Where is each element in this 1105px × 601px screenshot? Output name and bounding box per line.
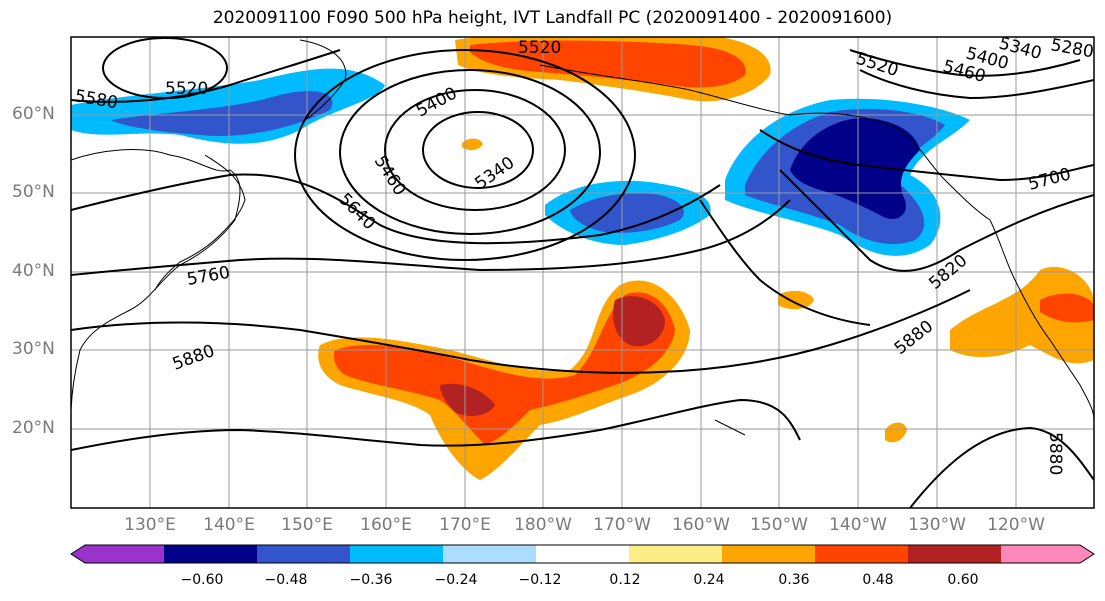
colorbar-swatch (257, 545, 351, 563)
lon-label: 160°W (672, 515, 730, 535)
contour-label: 5520 (165, 79, 208, 99)
ivt-negative-core-east (790, 118, 920, 220)
contour-label: 5880 (1045, 432, 1065, 475)
colorbar-tick-label: −0.36 (349, 572, 393, 588)
colorbar-tick-label: −0.60 (180, 572, 224, 588)
colorbar-swatch (536, 545, 630, 563)
colorbar-swatch (443, 545, 537, 563)
coastline-hawaii (714, 419, 746, 436)
ivt-positive-small-3 (462, 138, 483, 151)
contour-trough-east (849, 49, 1081, 77)
lat-label: 30°N (12, 339, 55, 359)
contour-label: 5520 (518, 38, 561, 58)
lat-label: 50°N (12, 182, 55, 202)
contour-5880 (71, 289, 971, 374)
contour-low-ring-1 (422, 111, 534, 189)
lon-label: 160°E (360, 515, 412, 535)
ivt-negative-central-core (570, 193, 684, 233)
contour-5820 (779, 169, 1094, 272)
contour-5880-east (909, 426, 1094, 508)
colorbar-swatch (164, 545, 258, 563)
ivt-positive-east (950, 266, 1094, 364)
lat-label: 60°N (12, 104, 55, 124)
contour-5880-south (71, 398, 801, 451)
ivt-positive-central-core (613, 296, 665, 347)
contour-5640 (71, 173, 721, 245)
lon-label: 150°W (750, 515, 808, 535)
colorbar-swatch (815, 545, 909, 563)
coastline-asia (71, 149, 241, 411)
colorbar-swatch (629, 545, 723, 563)
lon-label: 150°E (281, 515, 333, 535)
contour-low-ring-2 (384, 89, 566, 211)
contour-5580 (71, 49, 341, 103)
colorbar-tick-label: −0.12 (518, 572, 562, 588)
contour-low-ring-3 (339, 69, 601, 235)
lon-label: 130°W (908, 515, 966, 535)
colorbar-swatch (722, 545, 816, 563)
height-contours (71, 37, 1094, 508)
coastline-japan (154, 154, 246, 291)
colorbar-swatch (908, 545, 1002, 563)
lat-label: 20°N (12, 418, 55, 438)
lon-label: 120°W (987, 515, 1045, 535)
colorbar-swatch (71, 545, 164, 563)
ivt-positive-east-core (1040, 293, 1094, 323)
lon-label: 170°W (593, 515, 651, 535)
lat-label: 40°N (12, 261, 55, 281)
colorbar-tick-label: 0.24 (693, 572, 725, 588)
colorbar-tick-label: −0.48 (264, 572, 308, 588)
map-title: 2020091100 F090 500 hPa height, IVT Land… (212, 8, 893, 28)
colorbar-tick-label: 0.48 (862, 572, 894, 588)
colorbar-tick-label: 0.12 (609, 572, 641, 588)
colorbar-swatch (1001, 545, 1094, 563)
contour-trough-east-2 (859, 69, 1094, 100)
contour-mid-east (699, 199, 871, 326)
contour-low-ring-4 (294, 49, 636, 261)
colorbar-outline (70, 544, 1095, 564)
colorbar-tick-label: 0.60 (947, 572, 979, 588)
lon-label: 130°E (124, 515, 176, 535)
lon-label: 140°E (203, 515, 255, 535)
coastline-north-america (989, 219, 1094, 421)
colorbar-tick-label: 0.36 (778, 572, 810, 588)
lon-label: 180°W (514, 515, 572, 535)
ivt-positive-small-2 (885, 422, 907, 443)
ivt-positive-small (778, 290, 814, 310)
coastline-alaska (539, 64, 991, 221)
contour-5700 (759, 129, 1094, 182)
ivt-negative-core-west (110, 90, 333, 136)
colorbar-swatch (350, 545, 444, 563)
colorbar-tick-label: −0.24 (434, 572, 478, 588)
contour-5760 (71, 199, 791, 276)
ivt-positive-north-core (470, 40, 746, 88)
ivt-positive-central-core-2 (440, 383, 495, 416)
lon-label: 170°E (439, 515, 491, 535)
lon-label: 140°W (829, 515, 887, 535)
map-frame (70, 36, 1095, 509)
